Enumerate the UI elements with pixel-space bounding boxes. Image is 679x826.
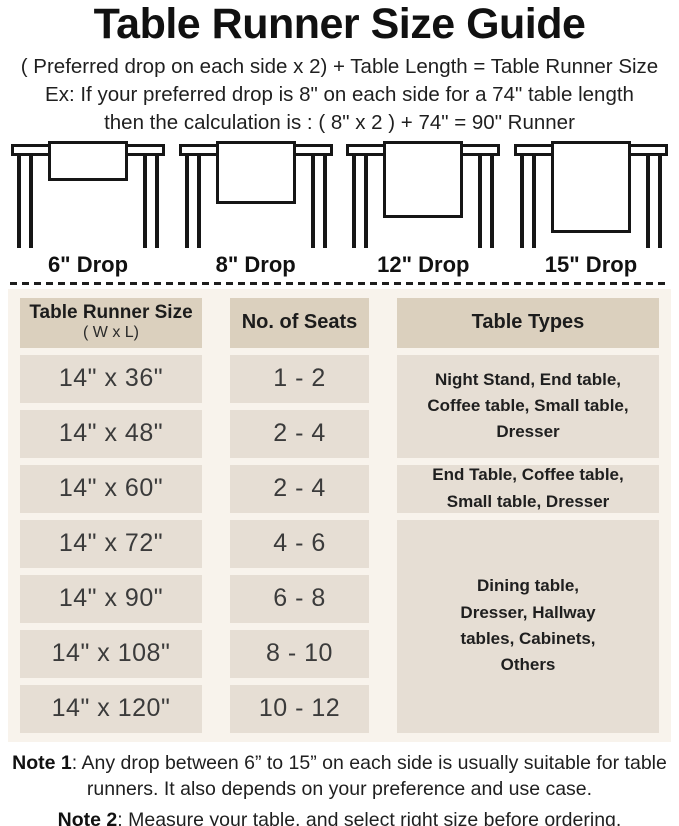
runner-drape bbox=[48, 140, 128, 181]
table-drawing bbox=[9, 138, 167, 250]
seats-cell: 6 - 8 bbox=[230, 574, 369, 623]
size-cell: 14" x 120" bbox=[20, 684, 202, 733]
table-leg bbox=[155, 154, 159, 248]
formula-text: ( Preferred drop on each side x 2) + Tab… bbox=[20, 54, 659, 78]
seats-cell: 2 - 4 bbox=[230, 409, 369, 458]
size-cell: 14" x 72" bbox=[20, 519, 202, 568]
runner-drape bbox=[383, 140, 464, 218]
table-types-cell: Dining table, Dresser, Hallway tables, C… bbox=[397, 519, 659, 733]
table-leg bbox=[310, 154, 315, 248]
col-header-runner-size: Table Runner Size ( W x L) bbox=[20, 297, 202, 348]
table-leg bbox=[17, 154, 21, 248]
illustration-12-drop: 12" Drop bbox=[344, 138, 502, 278]
table-drawing bbox=[177, 138, 335, 250]
table-leg bbox=[322, 154, 327, 248]
table-drawing bbox=[512, 138, 670, 250]
size-cell: 14" x 108" bbox=[20, 629, 202, 678]
drop-label: 15" Drop bbox=[544, 251, 638, 277]
drop-illustrations: 6" Drop 8" Drop 12" Drop bbox=[0, 138, 679, 278]
note-1: Note 1: Any drop between 6” to 15” on ea… bbox=[6, 750, 673, 803]
seats-cell: 4 - 6 bbox=[230, 519, 369, 568]
note-2-text: : Measure your table, and select right s… bbox=[117, 808, 622, 826]
size-cell: 14" x 36" bbox=[20, 354, 202, 403]
illustration-6-drop: 6" Drop bbox=[9, 138, 167, 278]
note-2: Note 2: Measure your table, and select r… bbox=[6, 807, 673, 826]
drop-label: 8" Drop bbox=[215, 251, 296, 277]
page-title: Table Runner Size Guide bbox=[93, 0, 586, 48]
table-leg bbox=[645, 154, 650, 248]
note-1-label: Note 1 bbox=[12, 751, 72, 774]
illustration-15-drop: 15" Drop bbox=[512, 138, 670, 278]
size-table-section: Table Runner Size ( W x L) No. of Seats … bbox=[8, 288, 671, 742]
table-leg bbox=[184, 154, 189, 248]
table-leg bbox=[478, 154, 483, 248]
table-leg bbox=[531, 154, 536, 248]
table-leg bbox=[657, 154, 662, 248]
size-cell: 14" x 90" bbox=[20, 574, 202, 623]
drop-label: 6" Drop bbox=[47, 251, 129, 277]
runner-drape bbox=[550, 140, 631, 233]
runner-drape bbox=[215, 140, 296, 204]
col-header-table-types: Table Types bbox=[397, 297, 659, 348]
col-header-runner-size-title: Table Runner Size bbox=[29, 302, 193, 324]
size-cell: 14" x 60" bbox=[20, 464, 202, 513]
table-leg bbox=[490, 154, 495, 248]
illustration-8-drop: 8" Drop bbox=[177, 138, 335, 278]
seats-cell: 10 - 12 bbox=[230, 684, 369, 733]
seats-cell: 8 - 10 bbox=[230, 629, 369, 678]
example-line-2: then the calculation is : ( 8" x 2 ) + 7… bbox=[104, 110, 575, 134]
table-leg bbox=[196, 154, 201, 248]
seats-cell: 1 - 2 bbox=[230, 354, 369, 403]
note-2-label: Note 2 bbox=[57, 808, 118, 826]
table-leg bbox=[352, 154, 357, 248]
table-leg bbox=[143, 154, 147, 248]
example-line-1: Ex: If your preferred drop is 8" on each… bbox=[45, 82, 634, 106]
table-leg bbox=[29, 154, 33, 248]
table-types-cell: Night Stand, End table, Coffee table, Sm… bbox=[397, 354, 659, 458]
note-1-text: : Any drop between 6” to 15” on each sid… bbox=[71, 751, 667, 801]
table-leg bbox=[519, 154, 524, 248]
footnotes: Note 1: Any drop between 6” to 15” on ea… bbox=[0, 750, 679, 826]
col-header-seats: No. of Seats bbox=[230, 297, 369, 348]
table-types-cell: End Table, Coffee table, Small table, Dr… bbox=[397, 464, 659, 513]
col-header-runner-size-sub: ( W x L) bbox=[83, 324, 139, 342]
table-leg bbox=[364, 154, 369, 248]
dashed-divider bbox=[10, 281, 669, 285]
table-drawing bbox=[344, 138, 502, 250]
seats-cell: 2 - 4 bbox=[230, 464, 369, 513]
drop-label: 12" Drop bbox=[377, 251, 470, 277]
size-cell: 14" x 48" bbox=[20, 409, 202, 458]
size-table-grid: Table Runner Size ( W x L) No. of Seats … bbox=[20, 297, 659, 733]
